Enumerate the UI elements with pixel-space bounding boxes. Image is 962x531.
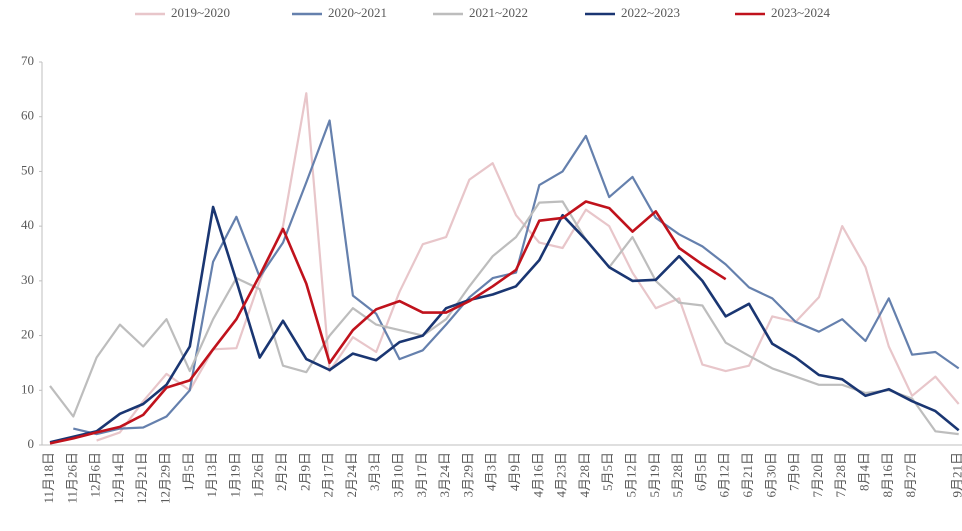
y-tick-label: 10 [21,381,34,396]
legend-label: 2022~2023 [621,5,680,20]
legend-label: 2021~2022 [469,5,528,20]
x-tick-label: 3月3日 [367,452,382,491]
x-tick-label: 8月27日 [903,452,918,498]
series-line [73,119,960,436]
x-tick-label: 2月24日 [344,452,359,498]
series-line [96,92,960,442]
y-tick-label: 0 [28,436,35,451]
series-line [49,205,960,444]
x-tick-label: 3月29日 [460,452,475,498]
x-tick-label: 8月4日 [856,452,871,491]
x-tick-label: 2月9日 [297,452,312,491]
x-tick-label: 1月19日 [227,452,242,498]
legend-label: 2020~2021 [328,5,387,20]
x-tick-label: 8月16日 [880,452,895,498]
x-tick-label: 2月17日 [321,452,336,498]
x-tick-label: 1月13日 [204,452,219,498]
series-line [49,200,727,445]
x-tick-label: 12月21日 [134,452,149,504]
x-tick-label: 12月14日 [111,452,126,504]
x-tick-label: 5月12日 [623,452,638,498]
y-tick-label: 20 [21,327,34,342]
x-tick-label: 7月20日 [810,452,825,498]
x-tick-label: 1月26日 [251,452,266,498]
x-tick-label: 12月29日 [157,452,172,504]
x-tick-label: 3月24日 [437,452,452,498]
x-tick-label: 9月21日 [950,452,962,498]
x-tick-label: 2月2日 [274,452,289,491]
x-tick-label: 7月28日 [833,452,848,498]
legend-label: 2019~2020 [171,5,230,20]
x-tick-label: 3月17日 [414,452,429,498]
y-tick-label: 50 [21,162,34,177]
x-tick-label: 4月23日 [554,452,569,498]
x-tick-label: 5月19日 [647,452,662,498]
y-tick-label: 40 [21,217,34,232]
x-tick-label: 6月21日 [740,452,755,498]
x-tick-label: 1月5日 [181,452,196,491]
x-tick-label: 12月6日 [88,452,103,498]
x-tick-label: 5月5日 [600,452,615,491]
x-tick-label: 4月3日 [484,452,499,491]
x-tick-label: 11月26日 [64,452,79,504]
x-tick-label: 5月28日 [670,452,685,498]
y-tick-label: 60 [21,108,34,123]
x-tick-label: 4月16日 [530,452,545,498]
legend-label: 2023~2024 [771,5,831,20]
x-tick-label: 7月9日 [787,452,802,491]
y-tick-label: 70 [21,53,34,68]
x-tick-label: 6月12日 [717,452,732,498]
x-tick-label: 6月30日 [763,452,778,498]
x-tick-label: 3月10日 [390,452,405,498]
series-line [49,200,959,436]
x-tick-label: 4月9日 [507,452,522,491]
x-tick-label: 11月18日 [41,452,56,504]
x-tick-label: 4月28日 [577,452,592,498]
x-tick-label: 6月5日 [693,452,708,491]
y-tick-label: 30 [21,272,34,287]
